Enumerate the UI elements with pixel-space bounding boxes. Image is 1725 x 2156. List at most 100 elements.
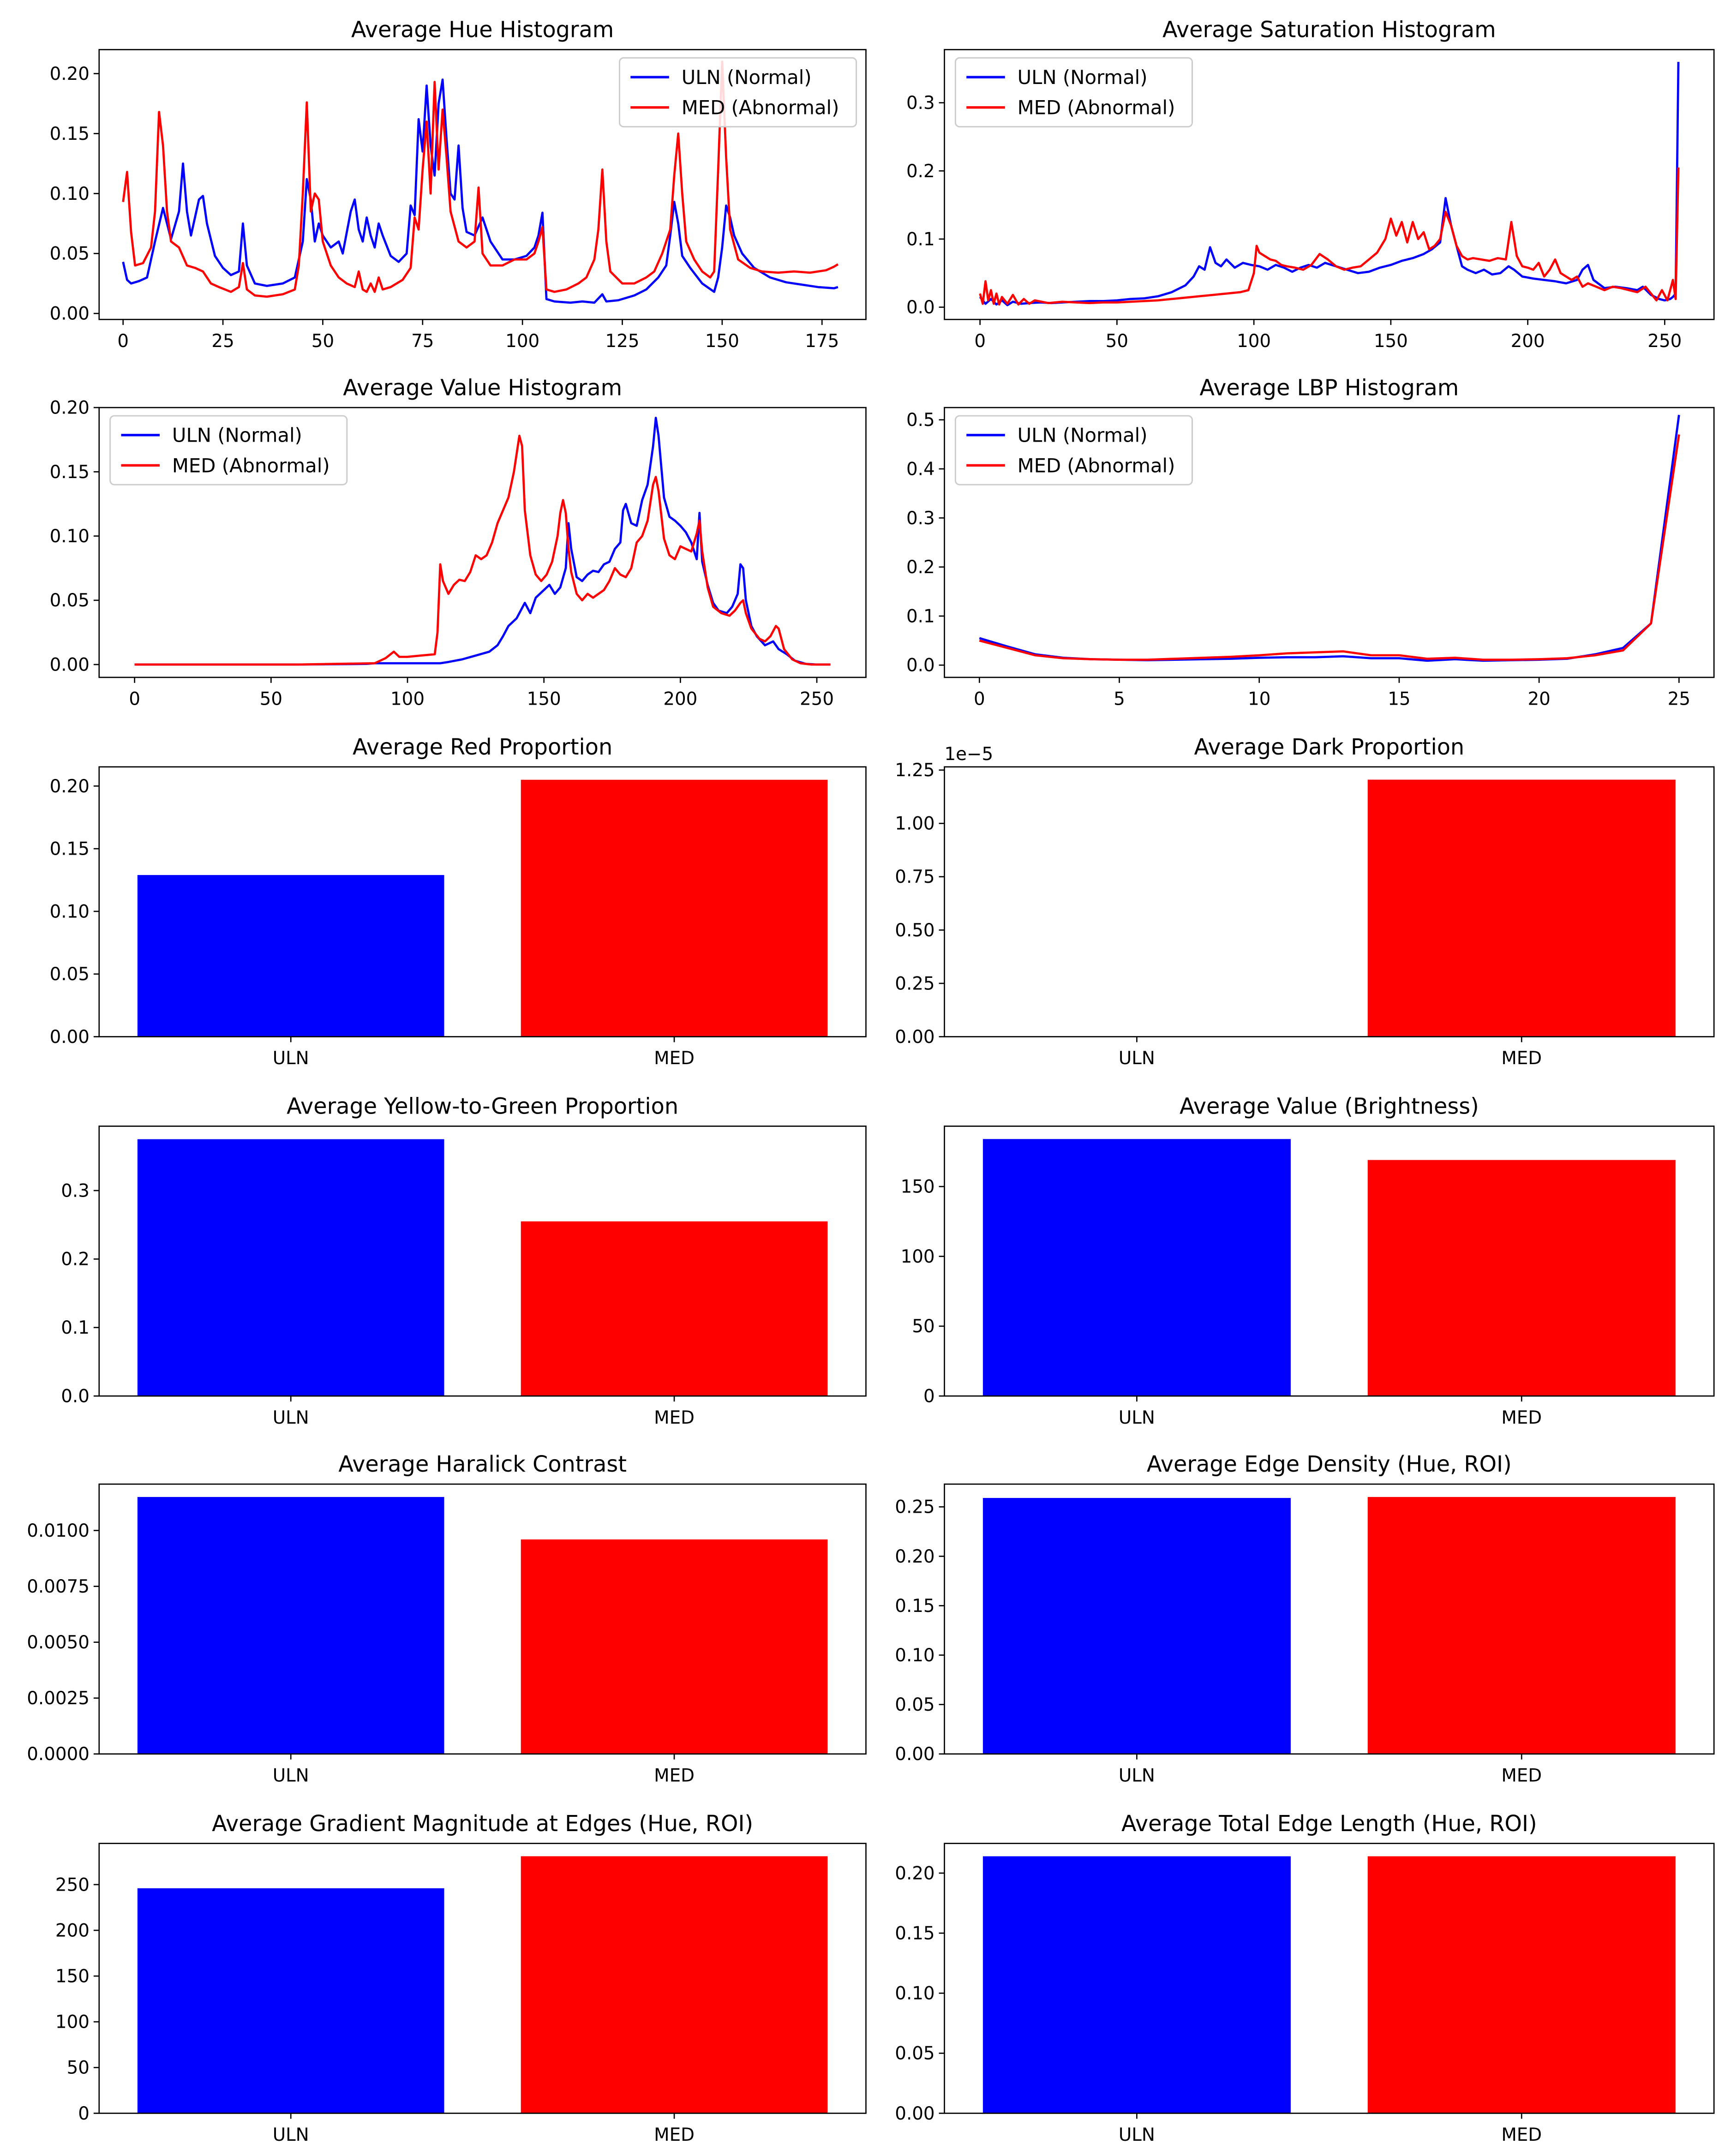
y-tick-label: 0.15 — [895, 1596, 934, 1617]
x-tick-label: 100 — [1237, 331, 1271, 352]
x-tick-label: 25 — [211, 331, 234, 352]
chart-lbp: Average LBP Histogram 0.0 0.1 0.2 0.3 0.4 0.5 0… — [906, 375, 1715, 710]
x-tick-label: 75 — [411, 331, 434, 352]
bar-uln — [137, 875, 444, 1037]
axes-frame — [944, 766, 1715, 1037]
y-tick-label: 0.10 — [50, 184, 90, 204]
y-tick-label: 0.0000 — [27, 1744, 90, 1765]
y-tick-label: 50 — [912, 1316, 934, 1337]
y-tick-label: 0.00 — [50, 654, 90, 675]
y-tick-label: 0.2 — [906, 161, 935, 182]
y-tick-label: 0.4 — [906, 459, 935, 479]
axis-offset-text: 1e−5 — [945, 744, 994, 765]
x-tick-label: 150 — [1374, 331, 1408, 352]
x-tick-label: 20 — [1527, 689, 1550, 710]
bar-uln — [982, 1856, 1291, 2114]
y-tick-label: 0.0 — [906, 297, 935, 318]
x-tick-label: 200 — [663, 689, 697, 710]
chart-title: Average Yellow-to-Green Proportion — [287, 1094, 678, 1120]
y-tick-label: 0.0 — [61, 1386, 90, 1407]
y-tick-label: 0.10 — [50, 526, 90, 547]
x-tick-label: 10 — [1248, 689, 1270, 710]
x-tick-label: MED — [1501, 2125, 1542, 2145]
chart-haralick: Average Haralick Contrast 0.0000 0.0025 0.0… — [27, 1452, 867, 1786]
legend-label-uln: ULN (Normal) — [172, 424, 302, 447]
y-tick-label: 150 — [901, 1177, 935, 1198]
axes-frame — [944, 407, 1715, 678]
legend: ULN (Normal) MED (Abnormal) — [109, 415, 348, 485]
bar-uln — [137, 1497, 444, 1754]
chart-title: Average Value Histogram — [343, 375, 622, 401]
bar-med — [1367, 779, 1676, 1037]
axes-frame — [944, 1483, 1715, 1755]
y-tick-label: 0.25 — [895, 973, 934, 994]
chart-red: Average Red Proportion 0.00 0.05 0.10 0.15 0.… — [50, 735, 867, 1069]
y-tick-label: 0.05 — [50, 590, 90, 611]
chart-value: Average Value Histogram 0.00 0.05 0.10 0.15 0… — [50, 375, 867, 710]
x-tick-label: 50 — [311, 331, 334, 352]
legend-box — [109, 415, 348, 485]
axes-frame — [98, 49, 867, 320]
y-tick-label: 0.2 — [906, 557, 935, 578]
y-tick-label: 200 — [55, 1920, 90, 1941]
x-tick-label: ULN — [1119, 2125, 1155, 2145]
axes-frame — [98, 1483, 867, 1755]
y-tick-label: 0.20 — [895, 1546, 934, 1567]
chart-title: Average LBP Histogram — [1199, 375, 1459, 401]
x-tick-label: 150 — [705, 331, 739, 352]
x-tick-label: MED — [1501, 1765, 1542, 1786]
series-line-uln — [134, 417, 831, 666]
axes-frame — [944, 1126, 1715, 1397]
y-tick-label: 0.0075 — [27, 1576, 90, 1597]
series-line-uln — [979, 62, 1680, 306]
y-tick-label: 0.20 — [50, 64, 90, 84]
chart-title: Average Hue Histogram — [351, 18, 614, 43]
y-tick-label: 0.05 — [50, 964, 90, 985]
y-tick-label: 1.00 — [895, 814, 934, 834]
chart-title: Average Gradient Magnitude at Edges (Hue… — [212, 1811, 753, 1837]
x-tick-label: MED — [654, 2125, 695, 2145]
axes-frame — [944, 1843, 1715, 2114]
legend: ULN (Normal) MED (Abnormal) — [954, 57, 1193, 128]
bar-med — [1367, 1160, 1676, 1396]
y-tick-label: 0.20 — [50, 398, 90, 419]
legend-box — [954, 415, 1193, 485]
axes-frame — [98, 766, 867, 1037]
y-tick-label: 0.5 — [906, 410, 935, 431]
y-tick-label: 150 — [55, 1966, 90, 1987]
bar-med — [521, 1221, 828, 1396]
y-tick-label: 0.05 — [895, 2043, 934, 2064]
y-tick-label: 100 — [901, 1246, 935, 1267]
series-line-med — [979, 167, 1680, 306]
x-tick-label: ULN — [273, 1407, 309, 1428]
y-tick-label: 0.3 — [906, 93, 935, 114]
y-tick-label: 0.75 — [895, 867, 934, 887]
bar-uln — [137, 1139, 444, 1396]
x-tick-label: 100 — [505, 331, 539, 352]
y-tick-label: 0.00 — [50, 1027, 90, 1048]
bar-uln — [982, 1498, 1291, 1754]
x-tick-label: MED — [1501, 1407, 1542, 1428]
x-tick-label: 0 — [129, 689, 140, 710]
bar-med — [521, 1539, 828, 1754]
chart-title: Average Red Proportion — [353, 735, 612, 760]
x-tick-label: 100 — [390, 689, 425, 710]
x-tick-label: 50 — [1106, 331, 1128, 352]
y-tick-label: 0.00 — [895, 2103, 934, 2124]
y-tick-label: 0.15 — [895, 1923, 934, 1944]
legend-label-med: MED (Abnormal) — [1018, 454, 1175, 477]
x-tick-label: 15 — [1388, 689, 1410, 710]
y-tick-label: 0.05 — [895, 1695, 934, 1715]
x-tick-label: 0 — [117, 331, 129, 352]
y-tick-label: 0.1 — [906, 229, 935, 250]
y-tick-label: 0.50 — [895, 920, 934, 941]
y-tick-label: 0.2 — [61, 1249, 90, 1270]
chart-edge-density: Average Edge Density (Hue, ROI) 0.00 0.05 0… — [895, 1452, 1715, 1786]
y-tick-label: 0.1 — [61, 1318, 90, 1338]
axes-frame — [98, 1843, 867, 2114]
chart-title: Average Total Edge Length (Hue, ROI) — [1121, 1811, 1537, 1837]
series-line-uln — [122, 78, 839, 304]
x-tick-label: ULN — [1119, 1765, 1155, 1786]
bar-uln — [982, 1139, 1291, 1396]
legend-label-med: MED (Abnormal) — [172, 454, 330, 477]
